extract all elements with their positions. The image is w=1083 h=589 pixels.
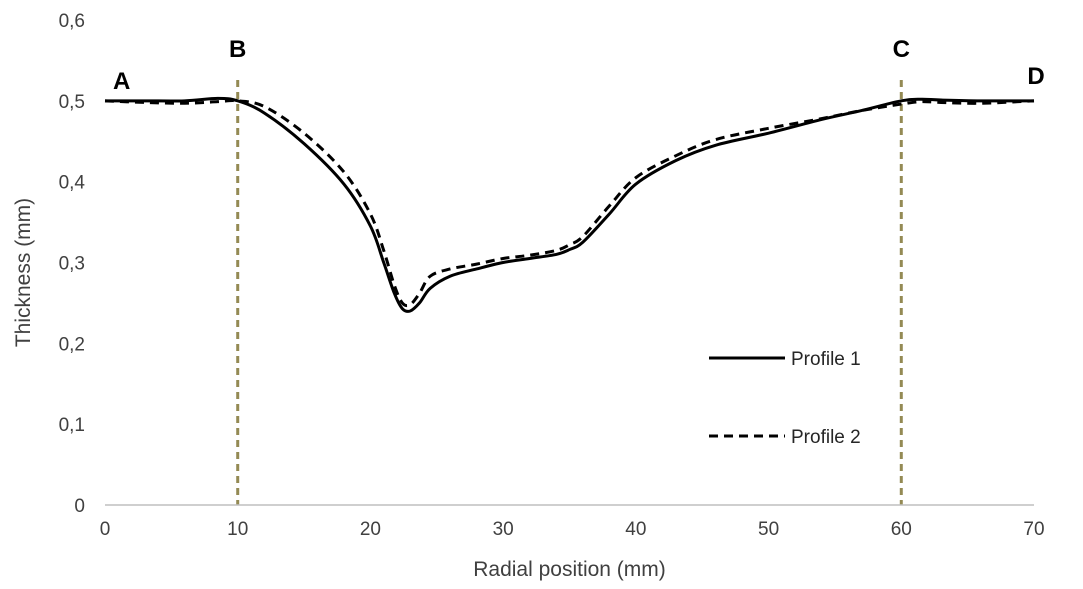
- region-label-d: D: [1027, 63, 1044, 90]
- x-axis-title: Radial position (mm): [473, 558, 666, 581]
- y-tick-label: 0,6: [59, 11, 85, 32]
- y-axis-ticks: 0 0,1 0,2 0,3 0,4 0,5 0,6: [59, 11, 86, 517]
- x-tick-label: 20: [360, 519, 381, 540]
- y-tick-label: 0: [74, 496, 85, 517]
- x-tick-label: 50: [758, 519, 779, 540]
- x-tick-label: 10: [227, 519, 248, 540]
- legend-label-profile-1: Profile 1: [791, 349, 861, 370]
- y-axis-title: Thickness (mm): [12, 198, 35, 347]
- y-tick-label: 0,5: [59, 92, 85, 113]
- region-label-b: B: [229, 36, 246, 63]
- x-tick-label: 70: [1023, 519, 1044, 540]
- y-tick-label: 0,3: [59, 254, 85, 275]
- region-label-c: C: [893, 36, 910, 63]
- x-tick-label: 60: [891, 519, 912, 540]
- x-tick-label: 30: [493, 519, 514, 540]
- plot-area: [104, 80, 1035, 506]
- x-tick-label: 0: [100, 519, 111, 540]
- series-layer: [104, 96, 1035, 313]
- series-line-profile-2: [104, 99, 1035, 308]
- legend-label-profile-2: Profile 2: [791, 427, 861, 448]
- y-tick-label: 0,2: [59, 334, 85, 355]
- y-tick-label: 0,1: [59, 415, 85, 436]
- reference-lines: [236, 80, 903, 505]
- x-tick-label: 40: [625, 519, 646, 540]
- x-axis-ticks: 0 10 20 30 40 50 60 70: [100, 519, 1045, 540]
- legend: Profile 1 Profile 2: [709, 349, 861, 448]
- region-label-a: A: [113, 68, 130, 95]
- y-tick-label: 0,4: [59, 173, 86, 194]
- region-labels: A B C D: [113, 36, 1045, 95]
- series-line-profile-1: [104, 96, 1035, 313]
